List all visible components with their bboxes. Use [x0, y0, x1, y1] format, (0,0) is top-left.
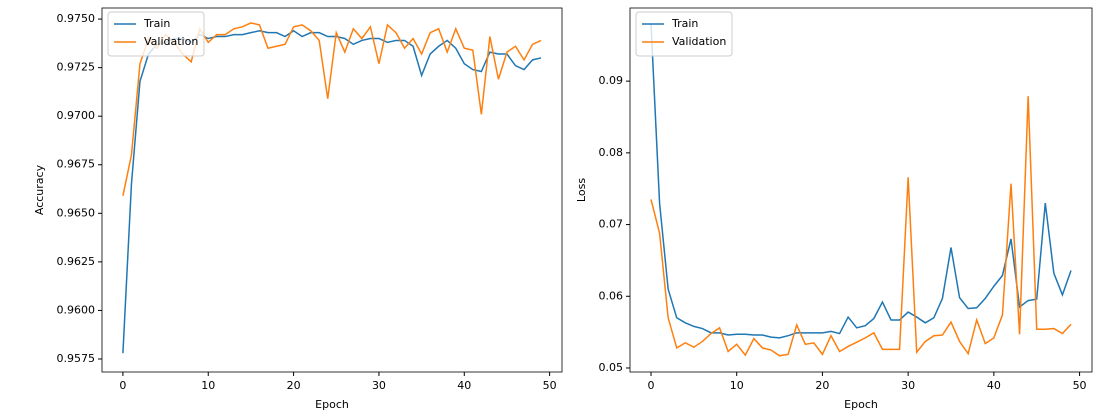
axes-frame	[101, 7, 563, 373]
legend-label: Validation	[144, 35, 198, 48]
y-tick-label: 0.9600	[57, 303, 96, 316]
y-tick-label: 0.9725	[57, 61, 96, 74]
x-tick-label: 10	[201, 379, 215, 392]
y-tick-label: 0.9675	[57, 158, 96, 171]
x-axis-label: Epoch	[844, 398, 878, 411]
y-tick-label: 0.09	[599, 74, 624, 87]
line	[650, 23, 1072, 339]
line	[650, 96, 1072, 357]
y-tick-label: 0.9625	[57, 255, 96, 268]
y-tick-label: 0.05	[599, 361, 624, 374]
y-tick-label: 0.9750	[57, 12, 96, 25]
x-tick-label: 30	[372, 379, 386, 392]
y-axis-label: Loss	[575, 178, 588, 202]
x-tick-label: 0	[648, 379, 655, 392]
y-tick-label: 0.9575	[57, 352, 96, 365]
x-tick-label: 20	[815, 379, 829, 392]
x-axis-label: Epoch	[315, 398, 349, 411]
legend-box	[107, 11, 205, 57]
legend-label: Train	[143, 17, 170, 30]
x-tick-label: 20	[287, 379, 301, 392]
axes-frame	[629, 7, 1093, 373]
y-axis-label: Accuracy	[33, 164, 46, 215]
y-tick-label: 0.06	[599, 289, 624, 302]
legend-box	[635, 11, 733, 57]
x-tick-label: 0	[119, 379, 126, 392]
x-tick-label: 50	[1073, 379, 1087, 392]
x-tick-label: 10	[730, 379, 744, 392]
y-tick-label: 0.07	[599, 218, 624, 231]
x-tick-label: 40	[987, 379, 1001, 392]
legend-label: Train	[671, 17, 698, 30]
x-tick-label: 50	[543, 379, 557, 392]
y-tick-label: 0.08	[599, 146, 624, 159]
y-tick-label: 0.9650	[57, 206, 96, 219]
y-tick-label: 0.9700	[57, 109, 96, 122]
legend-label: Validation	[672, 35, 726, 48]
x-tick-label: 30	[901, 379, 915, 392]
x-tick-label: 40	[457, 379, 471, 392]
line	[122, 29, 542, 354]
